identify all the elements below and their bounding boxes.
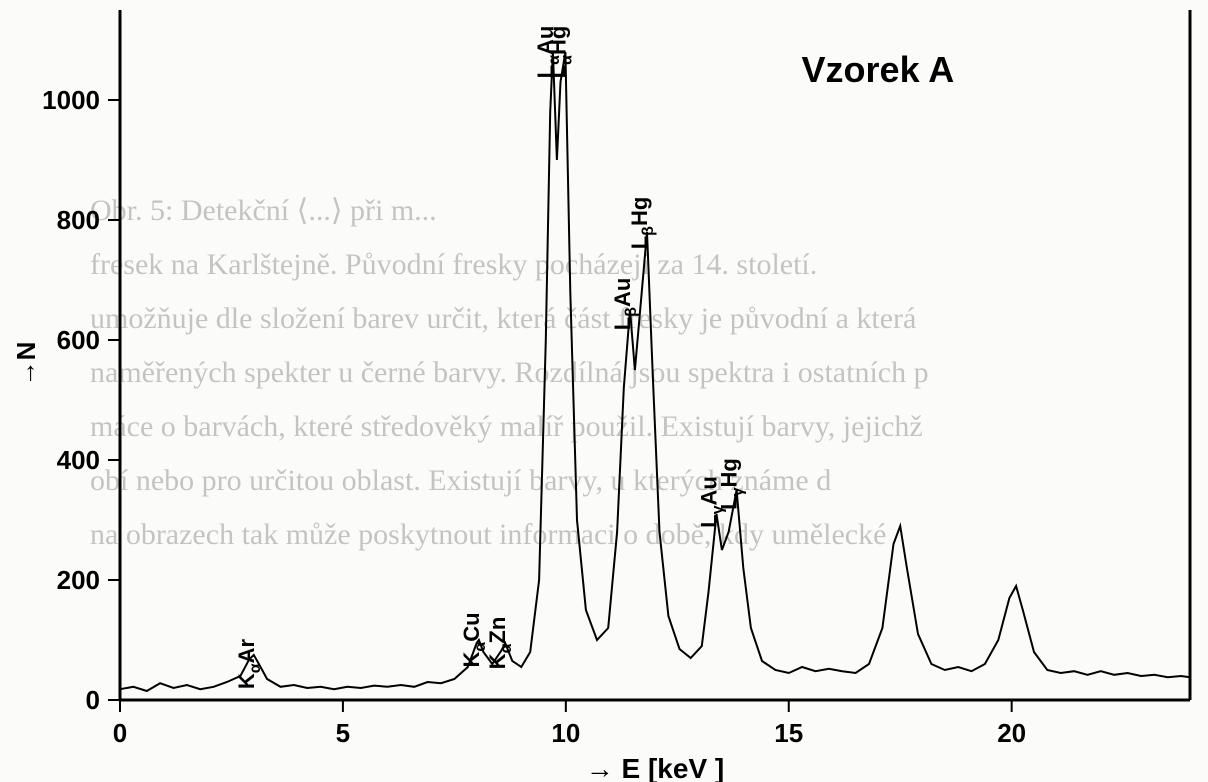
spectrum-chart: Obr. 5: Detekční ⟨...⟩ při m... fresek na… [0, 0, 1208, 782]
x-axis-label: → E [keV ] [586, 753, 724, 782]
ghost-line: máce o barvách, které středověký malíř p… [90, 410, 923, 443]
y-axis-label: →N [11, 342, 41, 387]
ghost-line: umožňuje dle složení barev určit, která … [90, 302, 916, 335]
chart-title: Vzorek A [802, 49, 955, 90]
x-tick-label: 5 [336, 718, 350, 748]
x-tick-label: 0 [113, 718, 127, 748]
ghost-line: naměřených spekter u černé barvy. Rozdíl… [90, 356, 929, 389]
x-tick-label: 15 [774, 718, 803, 748]
y-tick-label: 1000 [42, 85, 100, 115]
y-tick-label: 800 [57, 205, 100, 235]
ghost-line: na obrazech tak může poskytnout informac… [90, 518, 886, 551]
y-tick-label: 600 [57, 325, 100, 355]
ghost-line: fresek na Karlštejně. Původní fresky poc… [90, 248, 817, 281]
y-tick-label: 0 [86, 685, 100, 715]
x-tick-label: 20 [997, 718, 1026, 748]
ghost-line: Obr. 5: Detekční ⟨...⟩ při m... [90, 194, 437, 227]
y-tick-label: 200 [57, 565, 100, 595]
x-tick-label: 10 [551, 718, 580, 748]
y-tick-label: 400 [57, 445, 100, 475]
scan-noise-bg [0, 0, 1208, 782]
